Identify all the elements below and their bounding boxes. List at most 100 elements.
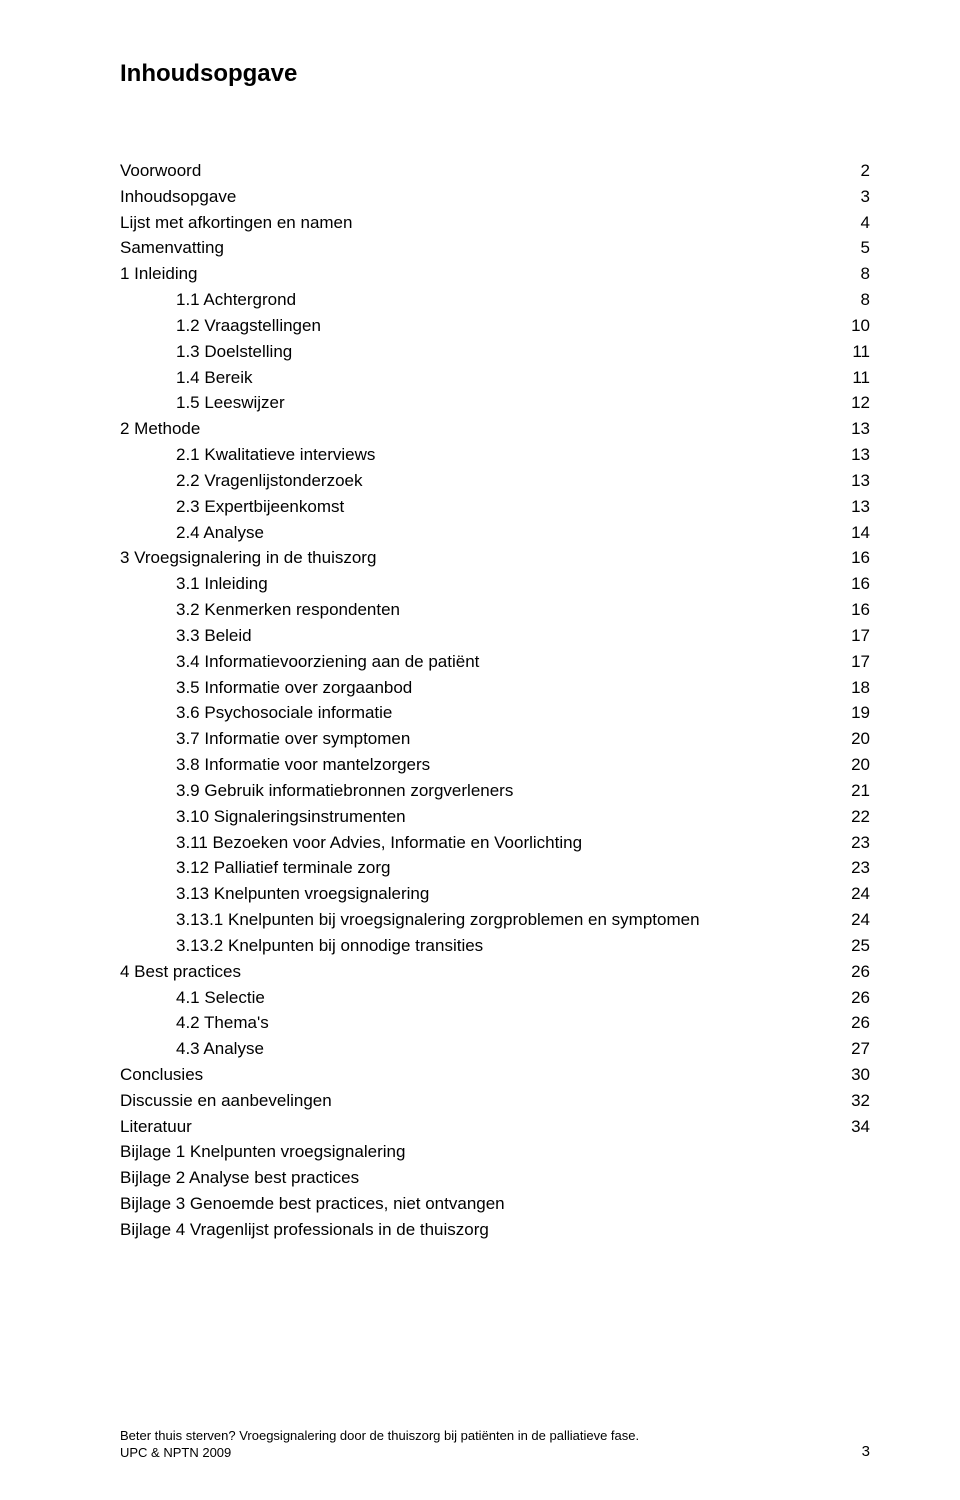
toc-page: 18	[830, 675, 870, 701]
toc-label: 3.7 Informatie over symptomen	[120, 726, 830, 752]
toc-page: 16	[830, 545, 870, 571]
toc-page: 13	[830, 494, 870, 520]
toc-row: 1 Inleiding8	[120, 261, 870, 287]
toc-page: 26	[830, 1010, 870, 1036]
toc-row: Bijlage 3 Genoemde best practices, niet …	[120, 1191, 870, 1217]
toc-page: 16	[830, 597, 870, 623]
toc-row: 3.3 Beleid17	[120, 623, 870, 649]
toc-page: 13	[830, 416, 870, 442]
toc-label: Bijlage 2 Analyse best practices	[120, 1165, 830, 1191]
toc-page: 32	[830, 1088, 870, 1114]
toc-row: 1.5 Leeswijzer12	[120, 390, 870, 416]
toc-label: 2.2 Vragenlijstonderzoek	[120, 468, 830, 494]
toc-label: 3.2 Kenmerken respondenten	[120, 597, 830, 623]
toc-page: 13	[830, 468, 870, 494]
toc-row: 4.2 Thema's26	[120, 1010, 870, 1036]
toc-label: 4 Best practices	[120, 959, 830, 985]
toc-label: 3.8 Informatie voor mantelzorgers	[120, 752, 830, 778]
toc-row: 2 Methode13	[120, 416, 870, 442]
toc-page: 14	[830, 520, 870, 546]
toc-row: Samenvatting5	[120, 235, 870, 261]
toc-page: 19	[830, 700, 870, 726]
toc-label: 2.3 Expertbijeenkomst	[120, 494, 830, 520]
toc-row: 3.4 Informatievoorziening aan de patiënt…	[120, 649, 870, 675]
toc-label: Bijlage 1 Knelpunten vroegsignalering	[120, 1139, 830, 1165]
toc-page: 21	[830, 778, 870, 804]
toc-page: 23	[830, 855, 870, 881]
toc-row: Discussie en aanbevelingen32	[120, 1088, 870, 1114]
toc-row: 3.7 Informatie over symptomen20	[120, 726, 870, 752]
toc-row: 3.8 Informatie voor mantelzorgers20	[120, 752, 870, 778]
toc-label: 3.12 Palliatief terminale zorg	[120, 855, 830, 881]
toc-label: 3.10 Signaleringsinstrumenten	[120, 804, 830, 830]
toc-page: 8	[830, 287, 870, 313]
toc-row: 2.2 Vragenlijstonderzoek13	[120, 468, 870, 494]
toc-page: 20	[830, 726, 870, 752]
footer-line-2: UPC & NPTN 2009	[120, 1444, 840, 1462]
toc-label: 3.3 Beleid	[120, 623, 830, 649]
toc-label: 1.4 Bereik	[120, 365, 830, 391]
toc-page: 8	[830, 261, 870, 287]
toc-row: 1.4 Bereik11	[120, 365, 870, 391]
toc-page: 27	[830, 1036, 870, 1062]
toc-row: 3.13.1 Knelpunten bij vroegsignalering z…	[120, 907, 870, 933]
toc-row: 3.13 Knelpunten vroegsignalering24	[120, 881, 870, 907]
toc-row: 1.2 Vraagstellingen10	[120, 313, 870, 339]
toc-page: 20	[830, 752, 870, 778]
toc-page: 34	[830, 1114, 870, 1140]
toc-row: Bijlage 1 Knelpunten vroegsignalering	[120, 1139, 870, 1165]
toc-label: Literatuur	[120, 1114, 830, 1140]
toc-page: 10	[830, 313, 870, 339]
toc-label: 4.1 Selectie	[120, 985, 830, 1011]
toc-label: 3.5 Informatie over zorgaanbod	[120, 675, 830, 701]
toc-label: 4.2 Thema's	[120, 1010, 830, 1036]
toc-label: 1.3 Doelstelling	[120, 339, 830, 365]
toc-label: 3.9 Gebruik informatiebronnen zorgverlen…	[120, 778, 830, 804]
page-title: Inhoudsopgave	[120, 60, 870, 88]
toc-label: 1 Inleiding	[120, 261, 830, 287]
toc-page: 17	[830, 649, 870, 675]
toc-label: Conclusies	[120, 1062, 830, 1088]
toc-label: Bijlage 4 Vragenlijst professionals in d…	[120, 1217, 830, 1243]
toc-row: 3.1 Inleiding16	[120, 571, 870, 597]
footer-line-1: Beter thuis sterven? Vroegsignalering do…	[120, 1427, 840, 1445]
toc-row: 3.2 Kenmerken respondenten16	[120, 597, 870, 623]
toc-row: 3.9 Gebruik informatiebronnen zorgverlen…	[120, 778, 870, 804]
toc-label: 3.6 Psychosociale informatie	[120, 700, 830, 726]
toc-page: 11	[830, 339, 870, 365]
toc-row: Conclusies30	[120, 1062, 870, 1088]
toc-page: 22	[830, 804, 870, 830]
toc-page: 24	[830, 881, 870, 907]
toc-page: 23	[830, 830, 870, 856]
toc-row: Bijlage 4 Vragenlijst professionals in d…	[120, 1217, 870, 1243]
toc-row: 1.1 Achtergrond8	[120, 287, 870, 313]
toc-page: 26	[830, 959, 870, 985]
toc-row: Literatuur34	[120, 1114, 870, 1140]
toc-row: 3.5 Informatie over zorgaanbod18	[120, 675, 870, 701]
toc-label: 1.2 Vraagstellingen	[120, 313, 830, 339]
toc-label: Inhoudsopgave	[120, 184, 830, 210]
toc-label: 1.5 Leeswijzer	[120, 390, 830, 416]
toc-label: 3.13.1 Knelpunten bij vroegsignalering z…	[120, 907, 830, 933]
toc-row: 2.4 Analyse14	[120, 520, 870, 546]
toc-label: 3.11 Bezoeken voor Advies, Informatie en…	[120, 830, 830, 856]
toc-page: 2	[830, 158, 870, 184]
toc-label: 2.4 Analyse	[120, 520, 830, 546]
toc-row: 3.12 Palliatief terminale zorg23	[120, 855, 870, 881]
toc-page: 26	[830, 985, 870, 1011]
toc-row: 3.13.2 Knelpunten bij onnodige transitie…	[120, 933, 870, 959]
toc-page: 4	[830, 210, 870, 236]
toc-label: Lijst met afkortingen en namen	[120, 210, 830, 236]
toc-label: 1.1 Achtergrond	[120, 287, 830, 313]
toc-page: 24	[830, 907, 870, 933]
toc-row: 3.6 Psychosociale informatie19	[120, 700, 870, 726]
toc-page: 13	[830, 442, 870, 468]
toc-page: 25	[830, 933, 870, 959]
toc-row: 4 Best practices26	[120, 959, 870, 985]
toc-row: Lijst met afkortingen en namen4	[120, 210, 870, 236]
toc-label: 3.4 Informatievoorziening aan de patiënt	[120, 649, 830, 675]
toc-row: Inhoudsopgave3	[120, 184, 870, 210]
toc-label: Voorwoord	[120, 158, 830, 184]
toc-label: 3.13.2 Knelpunten bij onnodige transitie…	[120, 933, 830, 959]
toc-label: Bijlage 3 Genoemde best practices, niet …	[120, 1191, 830, 1217]
